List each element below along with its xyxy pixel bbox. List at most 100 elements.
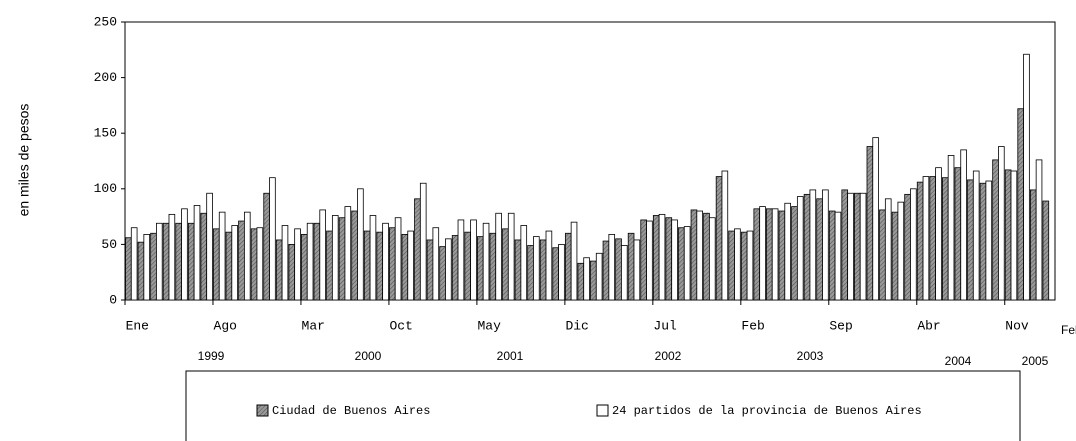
bar [250,228,258,301]
bar [746,230,754,301]
legend-label: Ciudad de Buenos Aires [272,404,430,418]
bar [426,239,434,301]
bar [445,238,452,301]
bar [816,198,823,301]
bar [778,210,786,301]
bar [376,231,384,301]
bar [382,222,389,301]
x-tick-label: Dic [565,318,588,333]
bar [671,219,678,301]
bar [200,212,208,301]
bar [545,230,553,301]
bar [728,230,735,301]
bar [1042,200,1050,301]
bar [243,211,251,301]
bar [394,217,402,301]
bar [590,260,597,301]
bar [922,176,930,301]
bar [834,211,842,301]
bar [1004,169,1012,301]
bar [369,215,377,301]
bar [972,170,980,301]
bar [294,228,301,301]
bar [507,212,515,301]
x-tick-label: Jul [653,318,677,333]
bar [419,182,427,301]
bar [608,233,616,301]
bar [904,193,911,301]
bar [941,177,949,301]
bar [859,192,867,301]
bar [954,167,962,301]
bar [156,222,163,301]
bar [306,222,314,301]
bar [143,233,151,301]
bar [621,245,628,301]
bar [872,137,879,301]
bar [482,222,490,301]
bar [407,230,414,301]
bar [854,192,861,301]
y-tick-label: 250 [94,14,117,29]
bar [533,236,540,301]
x-tick-label: Oct [389,318,412,333]
bar [175,222,182,301]
bar [935,167,942,301]
bar [319,209,326,301]
bar [740,231,748,301]
bar [646,220,653,301]
bar [432,227,440,301]
bar [891,211,899,301]
bar [225,231,233,301]
bar [558,243,565,301]
bar [331,215,339,301]
year-label: 2000 [355,349,382,363]
bar [998,146,1005,301]
year-label: 2003 [797,349,824,363]
y-axis-label: en miles de pesos [16,104,32,217]
bar [125,237,132,301]
bar [583,257,590,301]
bar [457,219,465,301]
bar [263,192,270,301]
bar [137,241,145,301]
bar [665,217,673,301]
bar [168,213,176,301]
bar [602,240,610,301]
bar [633,239,641,301]
bar [1035,159,1043,301]
bar [791,206,798,301]
bar [916,181,924,301]
bar [910,188,917,301]
bar [213,228,220,301]
bar [344,206,352,301]
bar [884,198,892,301]
bar [967,179,974,301]
bar [652,215,660,301]
bar [389,227,396,301]
bar [401,233,409,301]
legend-swatch [256,404,269,417]
bar [218,211,226,301]
y-tick-label: 200 [94,70,117,85]
x-tick-label: Ago [214,318,237,333]
year-label: 2004 [945,354,972,368]
year-label: 2005 [1022,354,1049,368]
bar [809,189,817,301]
bar [708,217,716,301]
y-tick-label: 0 [109,292,117,307]
year-label: 1999 [198,349,225,363]
bar [715,176,723,301]
x-tick-label: May [477,318,501,333]
bar [615,238,622,301]
bar [489,232,497,301]
bar [363,230,371,301]
bar [929,176,937,301]
bar [130,227,138,301]
bar [1017,108,1024,301]
bar [470,219,477,301]
bar [658,213,666,301]
bar [150,232,157,301]
